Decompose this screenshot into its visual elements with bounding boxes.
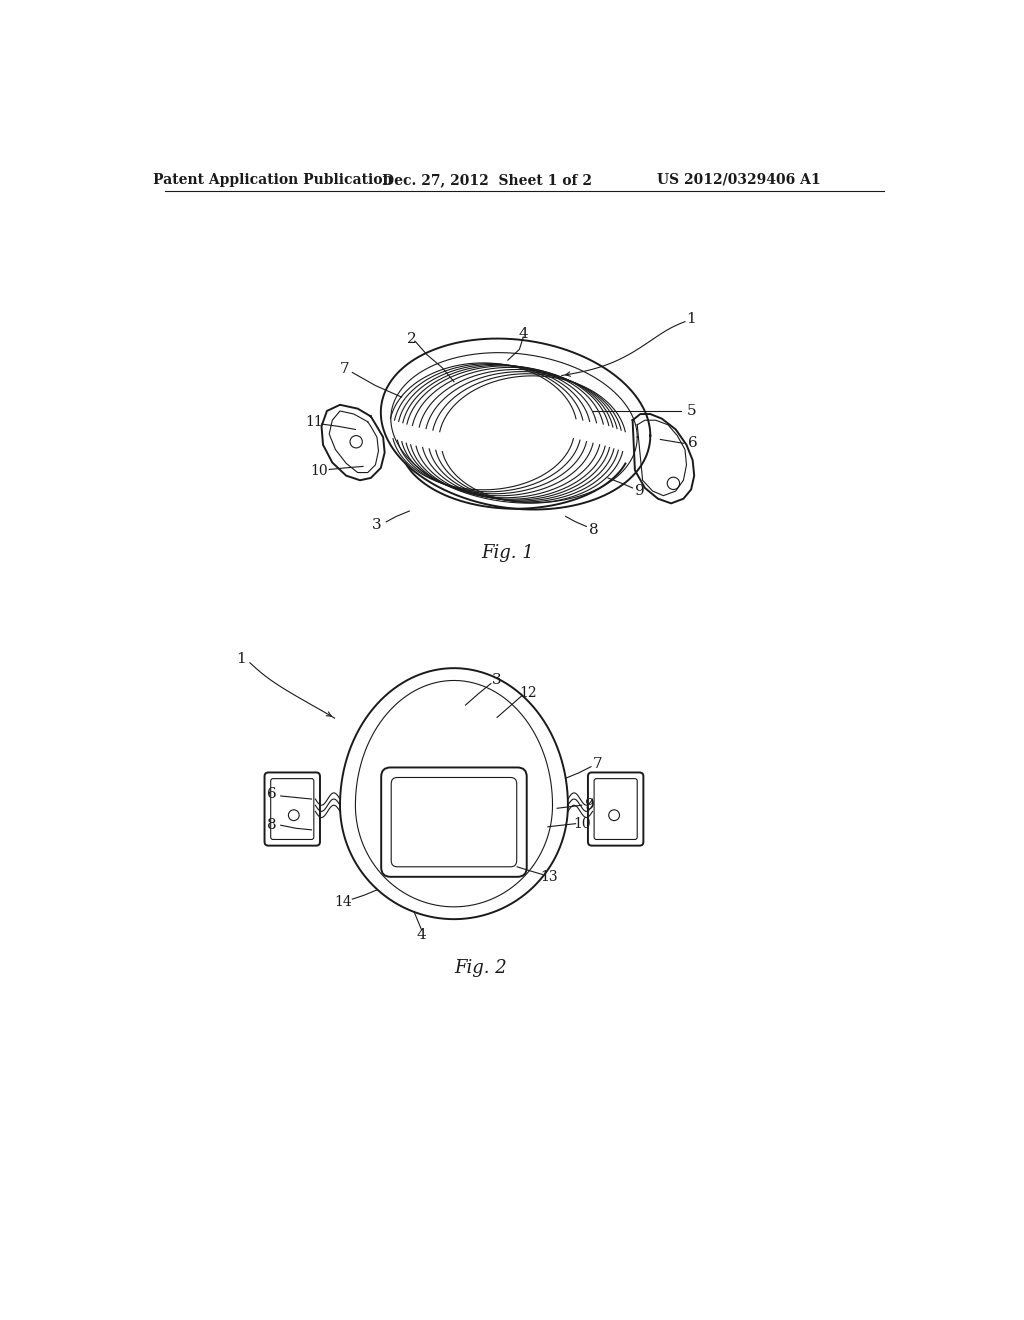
Text: 7: 7 — [340, 363, 349, 376]
Text: Fig. 1: Fig. 1 — [481, 544, 535, 561]
Text: 4: 4 — [417, 928, 426, 941]
Text: 5: 5 — [686, 404, 696, 418]
Text: Fig. 2: Fig. 2 — [455, 960, 507, 977]
Text: 7: 7 — [593, 756, 603, 771]
Text: 4: 4 — [518, 327, 528, 341]
Text: 1: 1 — [236, 652, 246, 665]
Text: 3: 3 — [492, 673, 501, 688]
Text: 6: 6 — [266, 788, 276, 801]
Text: 14: 14 — [334, 895, 352, 909]
Text: 6: 6 — [688, 437, 697, 450]
Text: Dec. 27, 2012  Sheet 1 of 2: Dec. 27, 2012 Sheet 1 of 2 — [382, 173, 592, 187]
Text: 10: 10 — [310, 465, 328, 478]
Text: 13: 13 — [541, 870, 558, 884]
Text: 9: 9 — [636, 484, 645, 498]
Text: 2: 2 — [407, 331, 417, 346]
Text: US 2012/0329406 A1: US 2012/0329406 A1 — [657, 173, 820, 187]
Text: 1: 1 — [686, 312, 696, 326]
Text: 9: 9 — [585, 799, 594, 812]
Text: 12: 12 — [519, 686, 537, 700]
Text: 8: 8 — [266, 818, 276, 832]
Text: 3: 3 — [372, 517, 382, 532]
Text: Patent Application Publication: Patent Application Publication — [154, 173, 393, 187]
Text: 8: 8 — [589, 523, 599, 536]
Text: 10: 10 — [573, 817, 592, 830]
Text: 11: 11 — [305, 414, 323, 429]
